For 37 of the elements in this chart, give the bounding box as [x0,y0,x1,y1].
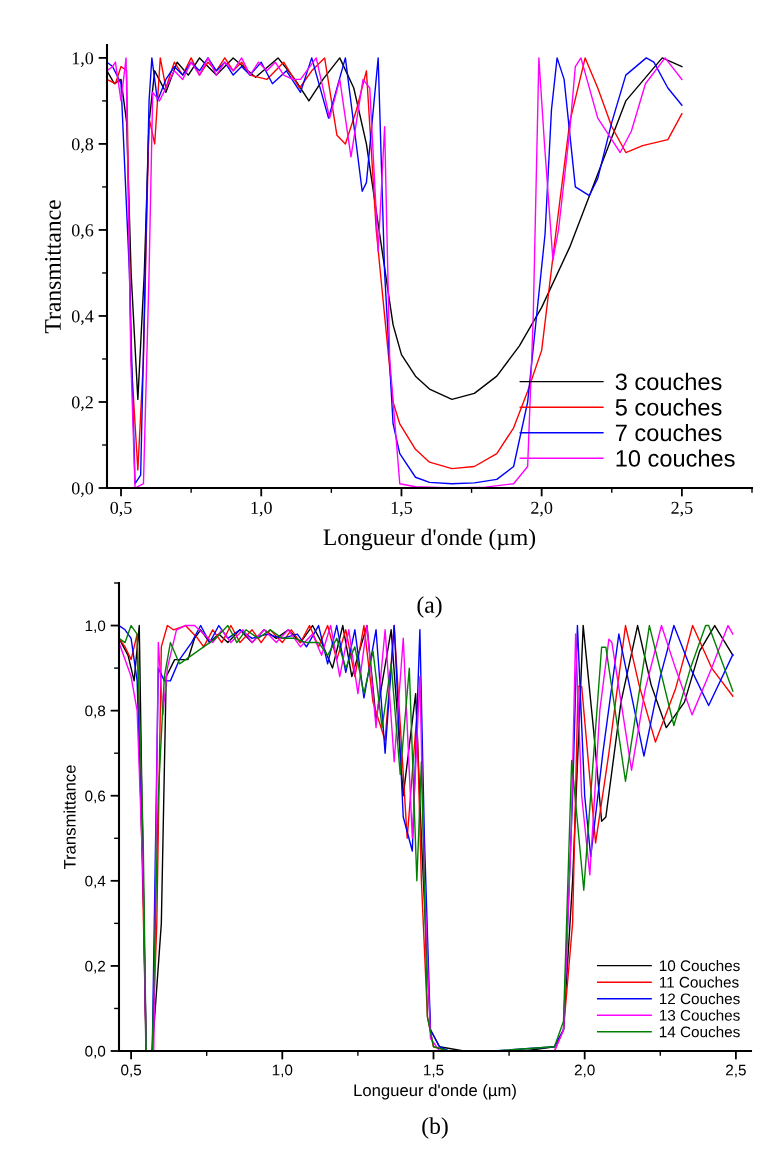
y-axis-title: Transmittance [45,200,61,334]
x-axis-title: Longueur d'onde (µm) [323,528,536,551]
y-tick-label: 0,2 [85,960,106,974]
x-tick-label: 2,5 [726,1064,746,1078]
y-tick-label: 1,0 [85,620,106,634]
y-tick-label: 0,4 [85,875,106,889]
y-tick-label: 0,6 [71,224,94,239]
y-tick-label: 0,6 [85,790,106,804]
y-tick-label: 0,0 [85,1045,106,1059]
y-tick-label: 0,0 [71,482,94,498]
legend-label: 11 Couches [659,976,739,988]
legend-label: 3 couches [615,372,722,391]
x-tick-label: 0,5 [110,501,132,517]
x-tick-label: 1,5 [391,501,413,517]
x-tick-label: 0,5 [121,1064,142,1078]
text: (b) [422,1117,448,1139]
y-tick-label: 0,2 [71,396,93,412]
legend-label: 13 Couches [659,1009,740,1021]
x-axis-title: Longueur d'onde (µm) [354,1083,516,1100]
x-tick-label: 1,5 [424,1064,444,1078]
y-tick-label: 0,4 [71,310,94,325]
legend-label: 5 couches [615,398,722,416]
legend-label: 10 couches [616,449,735,467]
x-tick-label: 2,5 [671,501,693,517]
y-tick-label: 1,0 [72,52,94,67]
legend-label: 14 Couches [659,1026,740,1038]
x-tick-label: 2,0 [574,1064,595,1078]
y-tick-label: 0,8 [71,138,94,153]
y-tick-label: 0,8 [85,705,106,719]
x-tick-label: 1,0 [272,1064,293,1078]
legend-label: 7 couches [615,423,722,442]
legend-label: 10 Couches [659,959,740,972]
x-tick-label: 1,0 [251,501,272,517]
x-tick-label: 2,0 [531,501,553,517]
legend-label: 12 Couches [659,993,740,1005]
annotation: (a) [417,596,442,618]
y-axis-title: Transmittance [63,765,76,870]
